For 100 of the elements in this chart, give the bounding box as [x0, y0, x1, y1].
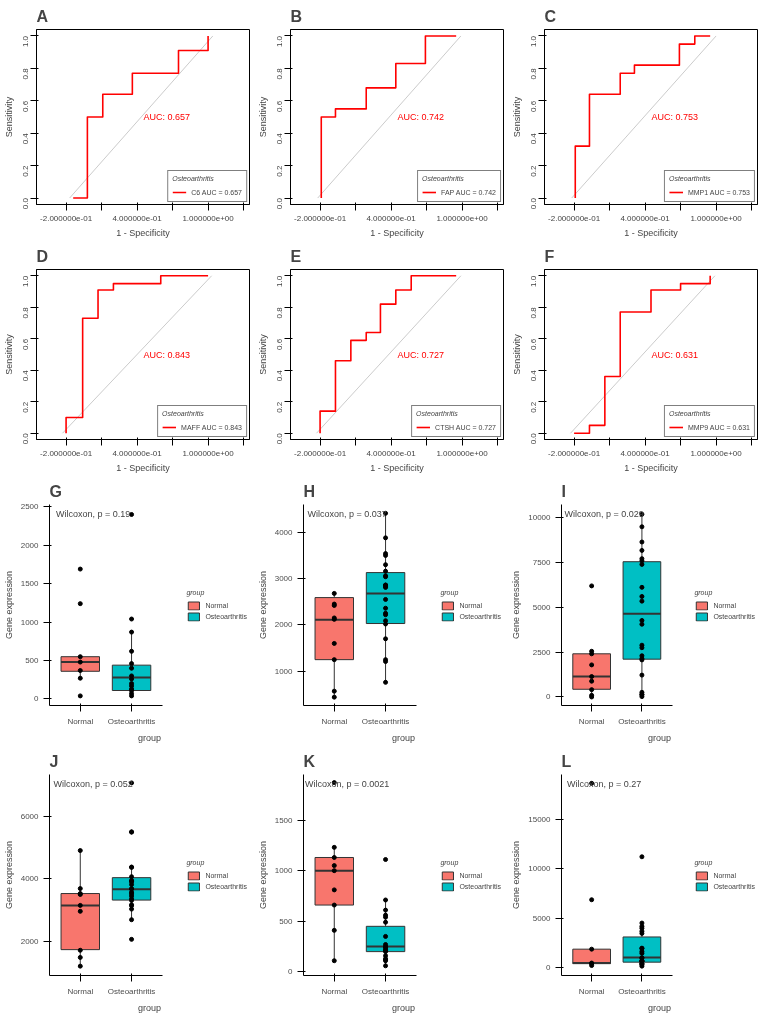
annotation: AUC: 0.742 [397, 112, 444, 122]
y-tick-label: 1.0 [21, 35, 30, 48]
x-tick-label: 4.000000e-01 [620, 448, 671, 458]
x-tick-label: -2.000000e-01 [294, 213, 347, 223]
chart-title: A [36, 7, 49, 25]
x-axis-title: 1 - Specificity [116, 227, 171, 238]
x-tick-label: 4.000000e-01 [112, 213, 163, 223]
y-axis-title: Sensitivity [3, 96, 14, 138]
y-axis-title: Sensitivity [511, 333, 522, 375]
y-tick-label: 0.8 [529, 67, 538, 80]
y-tick-label: 1.0 [529, 35, 538, 48]
y-tick-label: 15000 [528, 814, 552, 824]
y-tick-label: 1500 [20, 579, 40, 589]
y-tick-label: 0.0 [275, 432, 284, 445]
x-axis-title: group [391, 732, 416, 743]
y-tick-label: 0.0 [529, 197, 538, 210]
annotation: AUC: 0.753 [651, 112, 698, 122]
x-tick-label: Normal [578, 986, 605, 996]
y-tick-label: 0.4 [21, 369, 30, 382]
x-tick-label: Normal [321, 986, 348, 996]
y-tick-label: 0.2 [529, 401, 538, 413]
x-tick-label: -2.000000e-01 [40, 448, 93, 458]
y-tick-label: 10000 [528, 864, 552, 874]
x-axis-title: group [137, 732, 162, 743]
x-tick-label: -2.000000e-01 [294, 448, 347, 458]
y-tick-label: 0.6 [21, 338, 30, 350]
x-tick-label: Normal [578, 716, 605, 726]
y-tick-label: 500 [25, 656, 40, 666]
x-tick-label: -2.000000e-01 [40, 213, 93, 223]
y-tick-label: 0.0 [529, 432, 538, 445]
y-tick-label: 1000 [20, 617, 40, 627]
x-tick-label: -2.000000e-01 [548, 448, 601, 458]
y-axis-title: Gene expression [257, 840, 268, 910]
annotation: Wilcoxon, p = 0.029 [564, 508, 644, 519]
y-axis-title: Gene expression [511, 570, 522, 640]
y-tick-label: 3000 [274, 574, 294, 584]
x-tick-label: Osteoarthritis [618, 716, 666, 726]
y-tick-label: 0.6 [21, 100, 30, 112]
y-tick-label: 0.8 [21, 306, 30, 319]
y-tick-label: 0.8 [275, 67, 284, 80]
y-axis-title: Sensitivity [257, 96, 268, 138]
x-tick-label: Osteoarthritis [618, 986, 666, 996]
annotation: Wilcoxon, p = 0.19 [55, 508, 131, 519]
annotation: AUC: 0.631 [651, 349, 698, 360]
y-tick-label: 0 [546, 963, 552, 973]
y-tick-label: 0.6 [275, 100, 284, 112]
annotation: AUC: 0.657 [143, 112, 190, 122]
y-axis-title: Gene expression [511, 840, 522, 910]
x-tick-label: Normal [321, 716, 348, 726]
x-tick-label: Normal [67, 986, 94, 996]
y-tick-label: 0.4 [275, 369, 284, 382]
y-tick-label: 0.2 [275, 165, 284, 177]
chart-title: B [290, 7, 303, 25]
chart-title: E [290, 247, 302, 265]
y-tick-label: 2000 [20, 936, 40, 946]
y-tick-label: 0.0 [21, 197, 30, 210]
y-tick-label: 0.4 [275, 132, 284, 145]
x-tick-label: 4.000000e-01 [366, 448, 417, 458]
y-tick-label: 0.6 [529, 100, 538, 112]
y-tick-label: 5000 [532, 602, 552, 612]
x-tick-label: 1.000000e+00 [182, 448, 235, 458]
x-tick-label: Osteoarthritis [361, 986, 410, 996]
y-axis-title: Sensitivity [511, 96, 522, 138]
y-tick-label: 1.0 [275, 275, 284, 287]
chart-title: F [544, 247, 555, 265]
x-tick-label: -2.000000e-01 [548, 213, 601, 223]
x-tick-label: Osteoarthritis [361, 716, 410, 726]
y-axis-title: Gene expression [257, 570, 268, 640]
y-tick-label: 0.0 [275, 197, 284, 210]
y-tick-label: 500 [279, 916, 294, 926]
y-tick-label: 0 [288, 967, 294, 977]
x-axis-title: group [391, 1002, 416, 1013]
y-tick-label: 1.0 [21, 275, 30, 287]
x-axis-title: group [647, 1002, 672, 1013]
y-tick-label: 0.8 [21, 67, 30, 80]
y-tick-label: 10000 [528, 513, 552, 523]
y-tick-label: 1.0 [275, 35, 284, 48]
y-tick-label: 0.8 [275, 306, 284, 319]
x-axis-title: 1 - Specificity [370, 227, 425, 238]
x-tick-label: Osteoarthritis [107, 716, 156, 726]
chart-title: J [49, 752, 59, 770]
y-tick-label: 1000 [274, 666, 294, 676]
y-tick-label: 0.4 [21, 132, 30, 145]
y-tick-label: 0.2 [21, 165, 30, 177]
chart-title: I [561, 482, 566, 500]
x-axis-title: 1 - Specificity [624, 462, 679, 473]
y-tick-label: 1000 [274, 866, 294, 876]
y-tick-label: 0.2 [529, 165, 538, 177]
chart-title: L [561, 752, 572, 770]
y-tick-label: 0.4 [529, 369, 538, 382]
chart-title: K [303, 752, 316, 770]
y-tick-label: 1.0 [529, 275, 538, 287]
y-axis-title: Gene expression [3, 840, 14, 910]
y-tick-label: 0.4 [529, 132, 538, 145]
x-tick-label: Osteoarthritis [107, 986, 156, 996]
x-tick-label: 1.000000e+00 [690, 448, 743, 458]
chart-title: H [303, 482, 316, 500]
x-axis-title: 1 - Specificity [116, 462, 171, 473]
chart-title: D [36, 247, 49, 265]
y-tick-label: 4000 [274, 527, 294, 537]
